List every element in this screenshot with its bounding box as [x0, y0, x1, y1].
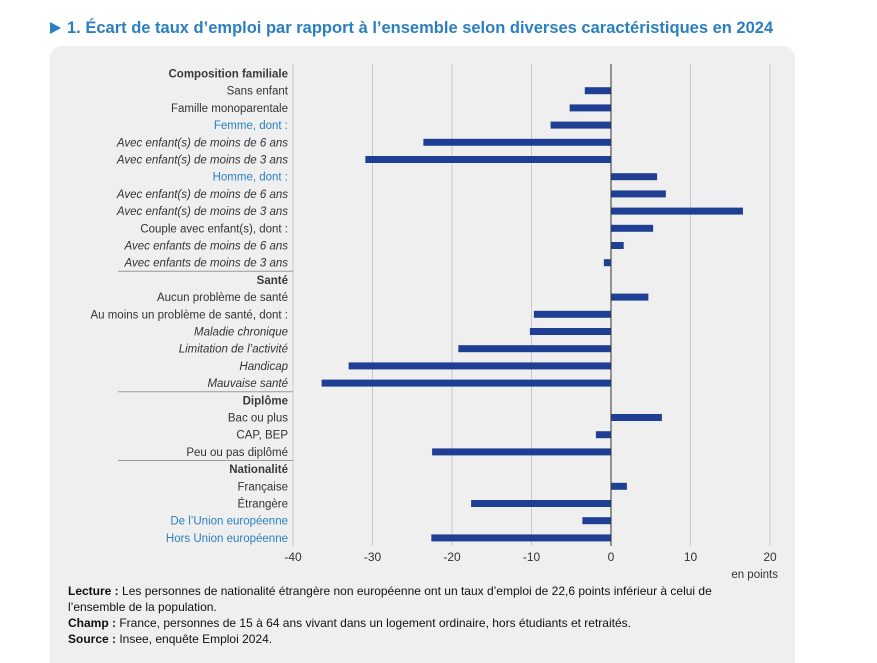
category-label: Handicap	[239, 361, 288, 373]
category-label: Avec enfant(s) de moins de 6 ans	[116, 189, 288, 201]
x-tick-label: -30	[364, 550, 382, 564]
bar	[611, 207, 743, 215]
note-source-label: Source :	[68, 632, 117, 646]
bar	[533, 310, 611, 318]
category-label: Avec enfants de moins de 6 ans	[124, 241, 289, 253]
note-lecture-text: Les personnes de nationalité étrangère n…	[68, 584, 712, 614]
bar	[595, 431, 611, 439]
x-tick-label: 10	[684, 550, 698, 564]
bar	[611, 190, 666, 198]
category-label: Avec enfant(s) de moins de 6 ans	[116, 137, 288, 149]
bar	[471, 500, 611, 507]
note-champ-label: Champ :	[68, 616, 116, 630]
bar	[611, 242, 624, 249]
bar	[529, 328, 611, 335]
category-label: Avec enfant(s) de moins de 3 ans	[116, 206, 288, 218]
note-lecture: Lecture : Les personnes de nationalité é…	[68, 583, 768, 615]
category-label: Femme, dont :	[214, 120, 288, 132]
bar	[569, 104, 611, 112]
bar	[611, 224, 654, 232]
bar	[611, 414, 662, 421]
category-label: CAP, BEP	[236, 430, 288, 442]
category-label: Sans enfant	[227, 86, 289, 98]
section-header: Diplôme	[243, 395, 288, 407]
bar	[611, 482, 627, 490]
chart-title-text: 1. Écart de taux d’emploi par rapport à …	[67, 18, 774, 37]
x-axis-unit-label: en points	[731, 569, 778, 581]
section-header: Composition familiale	[169, 69, 289, 81]
bar	[423, 138, 611, 146]
category-label: Hors Union européenne	[166, 533, 288, 545]
x-tick-label: -10	[523, 550, 541, 564]
bar	[365, 156, 611, 163]
chart-notes: Lecture : Les personnes de nationalité é…	[68, 583, 768, 647]
bar	[603, 259, 611, 267]
category-label: Au moins un problème de santé, dont :	[90, 309, 288, 321]
bar	[584, 87, 611, 95]
note-source-text: Insee, enquête Emploi 2024.	[116, 632, 273, 646]
category-label: Maladie chronique	[194, 327, 288, 339]
category-label: Mauvaise santé	[207, 378, 288, 390]
section-header: Santé	[257, 275, 288, 287]
chart-panel	[50, 46, 795, 663]
category-label: Homme, dont :	[213, 172, 288, 184]
category-label: De l’Union européenne	[170, 516, 288, 528]
x-tick-label: 0	[608, 550, 615, 564]
note-lecture-label: Lecture :	[68, 584, 119, 598]
category-label: Avec enfant(s) de moins de 3 ans	[116, 155, 288, 167]
bar	[431, 534, 611, 542]
title-arrow-icon	[50, 22, 61, 34]
chart-title: 1. Écart de taux d’emploi par rapport à …	[50, 16, 773, 40]
bar	[432, 448, 611, 456]
bar	[611, 173, 658, 181]
category-label: Peu ou pas diplômé	[186, 447, 288, 459]
category-label: Aucun problème de santé	[157, 292, 288, 304]
x-tick-label: -20	[443, 550, 461, 564]
bar	[611, 293, 649, 301]
bar	[321, 379, 611, 387]
category-label: Avec enfants de moins de 3 ans	[124, 258, 289, 270]
bar	[550, 121, 611, 129]
bar	[582, 517, 611, 525]
category-label: Étrangère	[237, 498, 288, 511]
category-label: Famille monoparentale	[171, 103, 288, 115]
x-tick-label: 20	[763, 550, 777, 564]
category-label: Couple avec enfant(s), dont :	[140, 223, 288, 235]
note-champ: Champ : France, personnes de 15 à 64 ans…	[68, 615, 768, 631]
bar	[458, 345, 611, 353]
category-label: Limitation de l’activité	[179, 344, 288, 356]
note-source: Source : Insee, enquête Emploi 2024.	[68, 631, 768, 647]
section-header: Nationalité	[229, 464, 288, 476]
bar	[348, 362, 611, 370]
x-tick-label: -40	[284, 550, 302, 564]
note-champ-text: France, personnes de 15 à 64 ans vivant …	[116, 616, 631, 630]
category-label: Bac ou plus	[228, 413, 288, 425]
category-label: Française	[238, 481, 289, 493]
